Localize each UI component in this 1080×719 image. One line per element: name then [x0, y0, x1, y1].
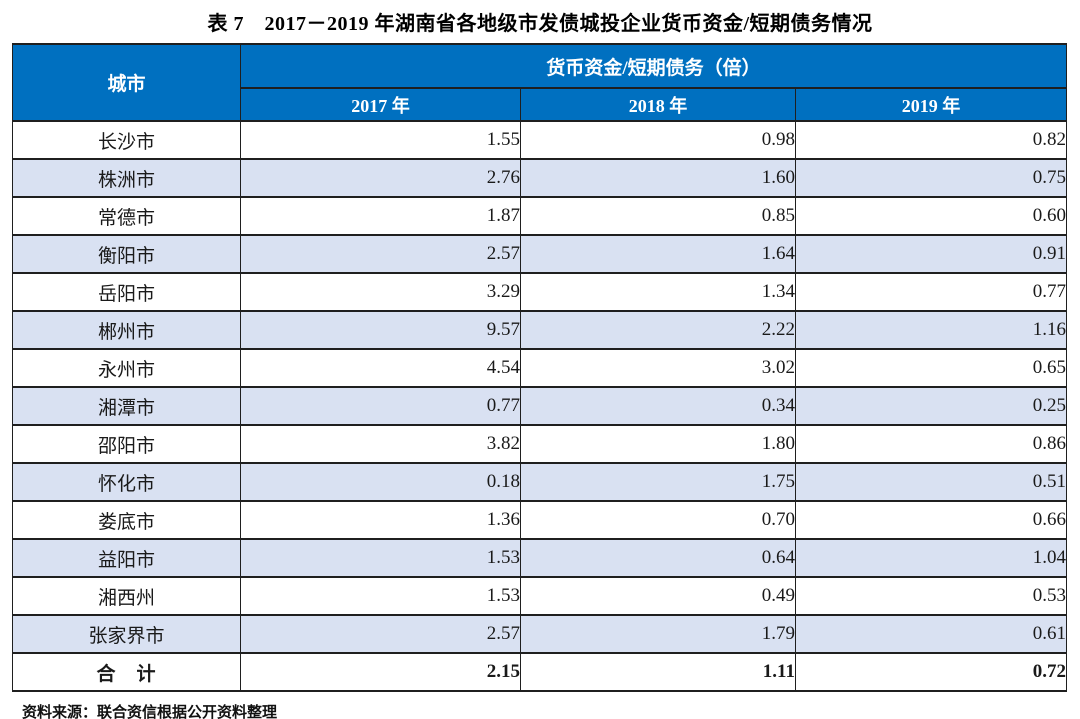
- ratio-value-cell-2018: 0.85: [520, 196, 796, 236]
- column-header-2018: 2018 年: [520, 87, 796, 122]
- table-row: 怀化市 0.18 1.75 0.51: [12, 462, 1068, 502]
- ratio-value-cell-2019: 0.25: [794, 386, 1068, 426]
- city-name-cell: 株洲市: [12, 158, 241, 198]
- ratio-value-cell-2019: 1.16: [794, 310, 1068, 350]
- table-row: 益阳市 1.53 0.64 1.04: [12, 538, 1068, 578]
- ratio-value-cell-2019: 0.91: [794, 234, 1068, 274]
- table-row: 株洲市 2.76 1.60 0.75: [12, 158, 1068, 198]
- ratio-value-cell-2019: 0.82: [794, 120, 1068, 160]
- ratio-value-cell-2017: 2.76: [240, 158, 521, 198]
- ratio-value-cell-2018: 1.75: [520, 462, 796, 502]
- ratio-value-cell-2017: 1.87: [240, 196, 521, 236]
- ratio-value-cell-2017: 2.57: [240, 614, 521, 654]
- table-title: 表 7 2017－2019 年湖南省各地级市发债城投企业货币资金/短期债务情况: [207, 13, 873, 35]
- source-note: 资料来源：联合资信根据公开资料整理: [22, 705, 278, 719]
- table-header: 城市 货币资金/短期债务（倍） 2017 年 2018 年 2019 年: [12, 43, 1068, 122]
- city-name-cell: 娄底市: [12, 500, 241, 540]
- column-group-header-ratio: 货币资金/短期债务（倍）: [239, 43, 1068, 89]
- column-header-2017: 2017 年: [240, 87, 521, 122]
- column-header-city: 城市: [12, 43, 241, 122]
- ratio-value-cell-2019: 0.75: [794, 158, 1068, 198]
- ratio-value-cell-2019: 0.66: [794, 500, 1068, 540]
- total-row: 合 计 2.15 1.11 0.72: [12, 652, 1068, 692]
- ratio-value-cell-2018: 1.79: [520, 614, 796, 654]
- table-row: 岳阳市 3.29 1.34 0.77: [12, 272, 1068, 312]
- table-row: 郴州市 9.57 2.22 1.16: [12, 310, 1068, 350]
- table-row: 湘潭市 0.77 0.34 0.25: [12, 386, 1068, 426]
- ratio-value-cell-2017: 9.57: [240, 310, 521, 350]
- ratio-value-cell-2019: 0.86: [794, 424, 1068, 464]
- column-header-2019: 2019 年: [794, 87, 1068, 122]
- table-row: 永州市 4.54 3.02 0.65: [12, 348, 1068, 388]
- table-row: 邵阳市 3.82 1.80 0.86: [12, 424, 1068, 464]
- ratio-value-cell-2018: 1.80: [520, 424, 796, 464]
- table-row: 长沙市 1.55 0.98 0.82: [12, 120, 1068, 160]
- ratio-value-cell-2019: 0.61: [794, 614, 1068, 654]
- ratio-value-cell-2018: 0.49: [520, 576, 796, 616]
- city-name-cell: 邵阳市: [12, 424, 241, 464]
- city-name-cell: 怀化市: [12, 462, 241, 502]
- city-name-cell: 湘西州: [12, 576, 241, 616]
- ratio-value-cell-2017: 0.77: [240, 386, 521, 426]
- city-name-cell: 张家界市: [12, 614, 241, 654]
- ratio-value-cell-2017: 3.82: [240, 424, 521, 464]
- ratio-value-cell-2019: 0.60: [794, 196, 1068, 236]
- ratio-value-cell-2018: 3.02: [520, 348, 796, 388]
- ratio-value-cell-2018: 0.70: [520, 500, 796, 540]
- ratio-value-cell-2018: 0.34: [520, 386, 796, 426]
- ratio-value-cell-2018: 0.98: [520, 120, 796, 160]
- table-row: 张家界市 2.57 1.79 0.61: [12, 614, 1068, 654]
- ratio-value-cell-2017: 3.29: [240, 272, 521, 312]
- table-row: 衡阳市 2.57 1.64 0.91: [12, 234, 1068, 274]
- table-row: 湘西州 1.53 0.49 0.53: [12, 576, 1068, 616]
- city-name-cell: 常德市: [12, 196, 241, 236]
- header-row-years: 2017 年 2018 年 2019 年: [13, 87, 1068, 122]
- ratio-value-cell-2019: 0.51: [794, 462, 1068, 502]
- ratio-value-cell-2018: 2.22: [520, 310, 796, 350]
- ratio-value-cell-2018: 0.64: [520, 538, 796, 578]
- ratio-value-cell-2019: 0.53: [794, 576, 1068, 616]
- city-name-cell: 湘潭市: [12, 386, 241, 426]
- total-label-cell: 合 计: [12, 652, 241, 692]
- ratio-value-cell-2018: 1.11: [520, 652, 796, 692]
- ratio-value-cell-2019: 0.77: [794, 272, 1068, 312]
- ratio-value-cell-2017: 1.53: [240, 538, 521, 578]
- ratio-value-cell-2017: 2.15: [240, 652, 521, 692]
- city-name-cell: 永州市: [12, 348, 241, 388]
- ratio-value-cell-2019: 1.04: [794, 538, 1068, 578]
- ratio-value-cell-2017: 1.36: [240, 500, 521, 540]
- table-row: 常德市 1.87 0.85 0.60: [12, 196, 1068, 236]
- city-name-cell: 岳阳市: [12, 272, 241, 312]
- ratio-value-cell-2018: 1.64: [520, 234, 796, 274]
- ratio-value-cell-2017: 2.57: [240, 234, 521, 274]
- city-name-cell: 长沙市: [12, 120, 241, 160]
- header-row-group: 城市 货币资金/短期债务（倍）: [12, 43, 1068, 122]
- ratio-value-cell-2017: 1.53: [240, 576, 521, 616]
- city-name-cell: 益阳市: [12, 538, 241, 578]
- ratio-value-cell-2017: 0.18: [240, 462, 521, 502]
- ratio-value-cell-2019: 0.65: [794, 348, 1068, 388]
- ratio-value-cell-2017: 4.54: [240, 348, 521, 388]
- ratio-value-cell-2019: 0.72: [794, 652, 1068, 692]
- table-body: 长沙市 1.55 0.98 0.82 株洲市 2.76 1.60 0.75 常德市 1.87 0.8…: [12, 120, 1068, 692]
- ratio-value-cell-2017: 1.55: [240, 120, 521, 160]
- table-row: 娄底市 1.36 0.70 0.66: [12, 500, 1068, 540]
- ratio-value-cell-2018: 1.34: [520, 272, 796, 312]
- city-name-cell: 郴州市: [12, 310, 241, 350]
- city-name-cell: 衡阳市: [12, 234, 241, 274]
- ratio-value-cell-2018: 1.60: [520, 158, 796, 198]
- city-debt-ratio-table: 城市 货币资金/短期债务（倍） 2017 年 2018 年 2019 年 长沙市…: [12, 43, 1068, 692]
